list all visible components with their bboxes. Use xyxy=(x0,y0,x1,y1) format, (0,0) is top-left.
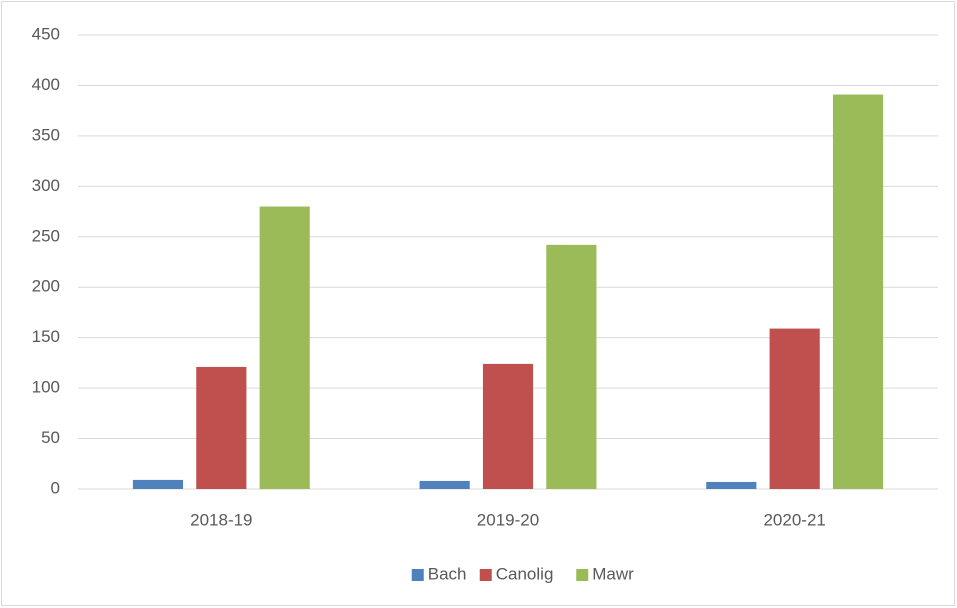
legend-label: Bach xyxy=(428,564,467,583)
legend-swatch xyxy=(576,569,589,581)
y-tick-label: 150 xyxy=(32,327,60,346)
bar xyxy=(259,206,310,489)
legend-swatch xyxy=(411,569,424,581)
bar xyxy=(196,366,247,489)
y-tick-label: 350 xyxy=(32,125,60,144)
y-tick-label: 0 xyxy=(51,478,60,497)
bar xyxy=(482,363,534,489)
x-tick-label: 2019-20 xyxy=(477,510,539,529)
y-tick-label: 300 xyxy=(32,176,60,195)
bar xyxy=(769,328,820,489)
bar xyxy=(706,481,757,489)
bar xyxy=(132,479,184,489)
bar xyxy=(832,94,884,489)
bar xyxy=(546,244,597,489)
legend-label: Canolig xyxy=(496,564,554,583)
y-tick-label: 100 xyxy=(32,378,60,397)
y-tick-label: 200 xyxy=(32,277,60,296)
x-tick-label: 2018-19 xyxy=(190,510,252,529)
y-tick-label: 250 xyxy=(32,226,60,245)
y-tick-label: 50 xyxy=(41,428,60,447)
y-tick-label: 400 xyxy=(32,75,60,94)
legend-swatch xyxy=(479,569,492,581)
x-tick-label: 2020-21 xyxy=(763,510,825,529)
legend-label: Mawr xyxy=(592,564,634,583)
bar xyxy=(419,480,470,489)
y-tick-label: 450 xyxy=(32,24,60,43)
